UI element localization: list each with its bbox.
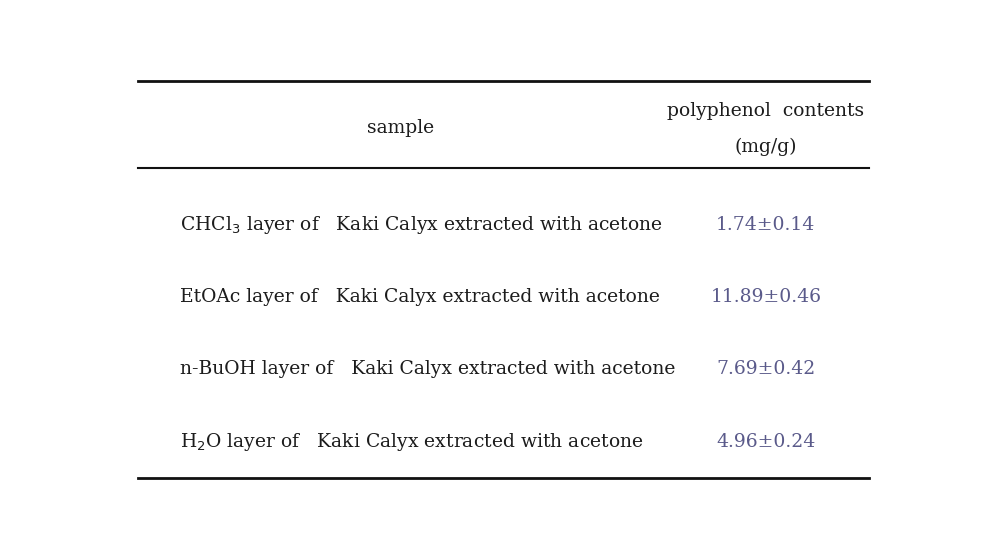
- Text: 1.74±0.14: 1.74±0.14: [716, 216, 815, 234]
- Text: polyphenol  contents: polyphenol contents: [668, 102, 864, 120]
- Text: (mg/g): (mg/g): [735, 138, 797, 156]
- Text: sample: sample: [367, 118, 434, 137]
- Text: 4.96±0.24: 4.96±0.24: [716, 433, 815, 451]
- Text: 7.69±0.42: 7.69±0.42: [716, 360, 815, 379]
- Text: EtOAc layer of   Kaki Calyx extracted with acetone: EtOAc layer of Kaki Calyx extracted with…: [180, 288, 660, 306]
- Text: CHCl$_3$ layer of   Kaki Calyx extracted with acetone: CHCl$_3$ layer of Kaki Calyx extracted w…: [180, 214, 663, 236]
- Text: n-BuOH layer of   Kaki Calyx extracted with acetone: n-BuOH layer of Kaki Calyx extracted wit…: [180, 360, 676, 379]
- Text: 11.89±0.46: 11.89±0.46: [710, 288, 821, 306]
- Text: H$_2$O layer of   Kaki Calyx extracted with acetone: H$_2$O layer of Kaki Calyx extracted wit…: [180, 430, 643, 452]
